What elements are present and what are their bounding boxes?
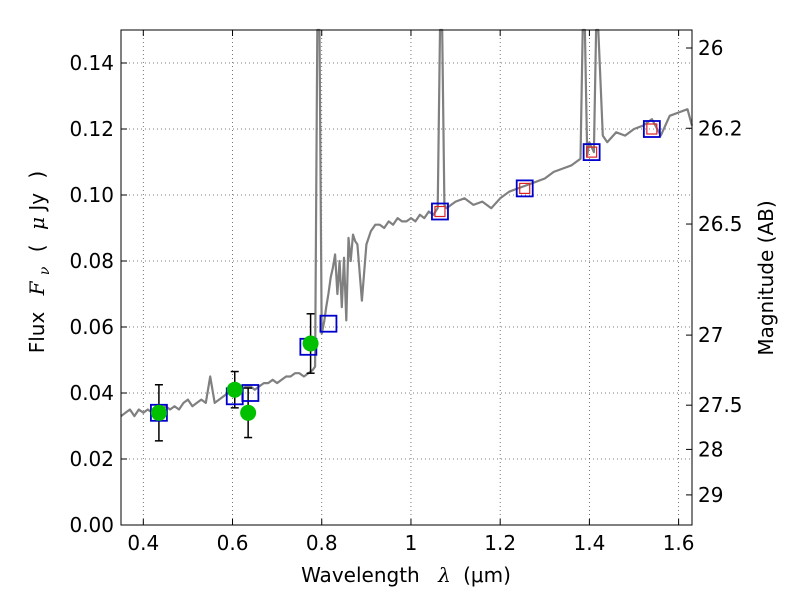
x-axis-label-unit: (μm) [463,563,511,587]
model-point [515,179,534,198]
right-tick-label: 26 [698,36,723,60]
grid [121,30,692,526]
model-point-inner [646,123,658,135]
right-tick-label: 27 [698,323,723,347]
x-axis-label-prefix: Wavelength [301,563,420,587]
y-axis-label: Flux F ν ( μ Jy ) [25,171,54,354]
y-axis-label-prefix: Flux [25,312,49,354]
y-tick-label: 0.08 [69,249,114,273]
right-tick-label: 26.2 [698,116,743,140]
y-tick-label: 0.12 [69,117,114,141]
y-tick-label: 0.14 [69,51,114,75]
model-point [642,120,661,138]
observed-photometry-series [150,335,319,421]
right-tick-label: 26.5 [698,212,743,236]
observed-point [240,404,257,421]
model-point [582,143,601,162]
x-tick-label: 0.8 [306,531,338,555]
x-tick-label: 1.6 [663,531,695,555]
y-axis-label-symbol: F [25,280,49,296]
right-tick-label: 27.5 [698,393,743,417]
spectrum-line [120,28,694,418]
y-tick-label: 0.06 [69,315,114,339]
y-axis-label-subscript: ν [37,266,53,275]
model-point-inner [434,205,446,218]
right-tick-label: 28 [698,437,723,461]
right-tick-label: 29 [698,483,723,507]
model-point-inner [586,146,598,158]
y-axis-label-open-paren: ( [25,244,49,252]
y-tick-label: 0.10 [69,183,114,207]
y-axis-label-unit: Jy [25,193,49,213]
model-point-inner [519,182,531,194]
spectrum-series [120,28,694,418]
error-bars [154,313,315,442]
axis-ticks: 0.4 0.6 0.8 1 1.2 1.4 1.6 0.00 0.02 0.04 0.06 0.08 0… [69,30,743,555]
y-tick-label: 0.04 [69,381,114,405]
x-tick-label: 1.2 [484,531,516,555]
model-photometry-series [150,120,661,422]
observed-point [226,381,243,398]
x-tick-label: 0.4 [127,531,159,555]
y-axis-label-unit-symbol: μ [25,217,49,230]
observed-point [150,404,167,421]
y-axis-label-close-paren: ) [25,171,49,179]
model-point [241,384,260,402]
model-point [431,202,449,221]
model-point [319,314,338,333]
plot-frame [120,29,693,526]
x-axis-label: Wavelength λ (μm) [301,563,511,587]
x-axis-label-symbol: λ [437,563,451,587]
x-tick-label: 1.4 [573,531,605,555]
right-axis-label: Magnitude (AB) [754,200,778,355]
observed-point [302,335,319,352]
y-tick-label: 0.00 [69,513,114,537]
x-tick-label: 1 [405,531,418,555]
y-tick-label: 0.02 [69,447,114,471]
x-tick-label: 0.6 [217,531,249,555]
